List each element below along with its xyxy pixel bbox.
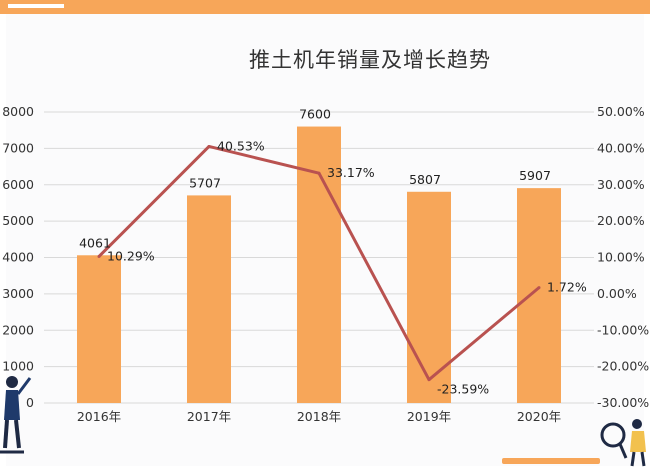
- x-tick-label: 2017年: [187, 409, 231, 424]
- growth-value-label: 40.53%: [217, 138, 265, 153]
- growth-value-label: 10.29%: [107, 248, 155, 263]
- bar-value-label: 5907: [519, 168, 551, 183]
- growth-point: [97, 254, 101, 258]
- y-left-tick-label: 8000: [2, 104, 34, 119]
- top-accent-bar: [0, 0, 650, 14]
- y-right-tick-label: 50.00%: [597, 104, 645, 119]
- y-left-tick-label: 0: [26, 395, 34, 410]
- growth-value-label: 1.72%: [547, 280, 587, 295]
- x-tick-label: 2020年: [517, 409, 561, 424]
- person-magnifier-illustration: [600, 419, 646, 467]
- top-accent-stripe: [8, 4, 64, 8]
- bar: [407, 191, 451, 403]
- y-left-tick-label: 4000: [2, 250, 34, 265]
- growth-point: [537, 286, 541, 290]
- y-left-tick-label: 7000: [2, 140, 34, 155]
- growth-point: [427, 378, 431, 382]
- y-left-tick-label: 2000: [2, 322, 34, 337]
- x-tick-label: 2016年: [77, 409, 121, 424]
- y-right-tick-label: 10.00%: [597, 250, 645, 265]
- y-right-tick-label: -10.00%: [597, 322, 649, 337]
- bar-value-label: 4061: [79, 235, 111, 250]
- y-left-tick-label: 1000: [2, 359, 34, 374]
- chart-title: 推土机年销量及增长趋势: [249, 48, 491, 72]
- bar-value-label: 7600: [299, 107, 331, 122]
- bottom-accent-bar: [502, 458, 600, 464]
- bar-value-label: 5707: [189, 175, 221, 190]
- y-right-tick-label: -20.00%: [597, 359, 649, 374]
- bar: [77, 255, 121, 403]
- growth-point: [207, 144, 211, 148]
- y-left-tick-label: 6000: [2, 177, 34, 192]
- y-left-tick-label: 3000: [2, 286, 34, 301]
- y-left-tick-label: 5000: [2, 213, 34, 228]
- y-right-tick-label: 20.00%: [597, 213, 645, 228]
- bar-value-label: 5807: [409, 172, 441, 187]
- growth-value-label: -23.59%: [437, 382, 489, 397]
- person-pointing-illustration: [0, 376, 32, 454]
- x-tick-label: 2019年: [407, 409, 451, 424]
- y-right-tick-label: 40.00%: [597, 140, 645, 155]
- x-tick-label: 2018年: [297, 409, 341, 424]
- bar: [187, 195, 231, 403]
- y-right-tick-label: 30.00%: [597, 177, 645, 192]
- growth-value-label: 33.17%: [327, 165, 375, 180]
- bar: [517, 188, 561, 403]
- y-right-tick-label: -30.00%: [597, 395, 649, 410]
- y-right-tick-label: 0.00%: [597, 286, 637, 301]
- growth-point: [317, 171, 321, 175]
